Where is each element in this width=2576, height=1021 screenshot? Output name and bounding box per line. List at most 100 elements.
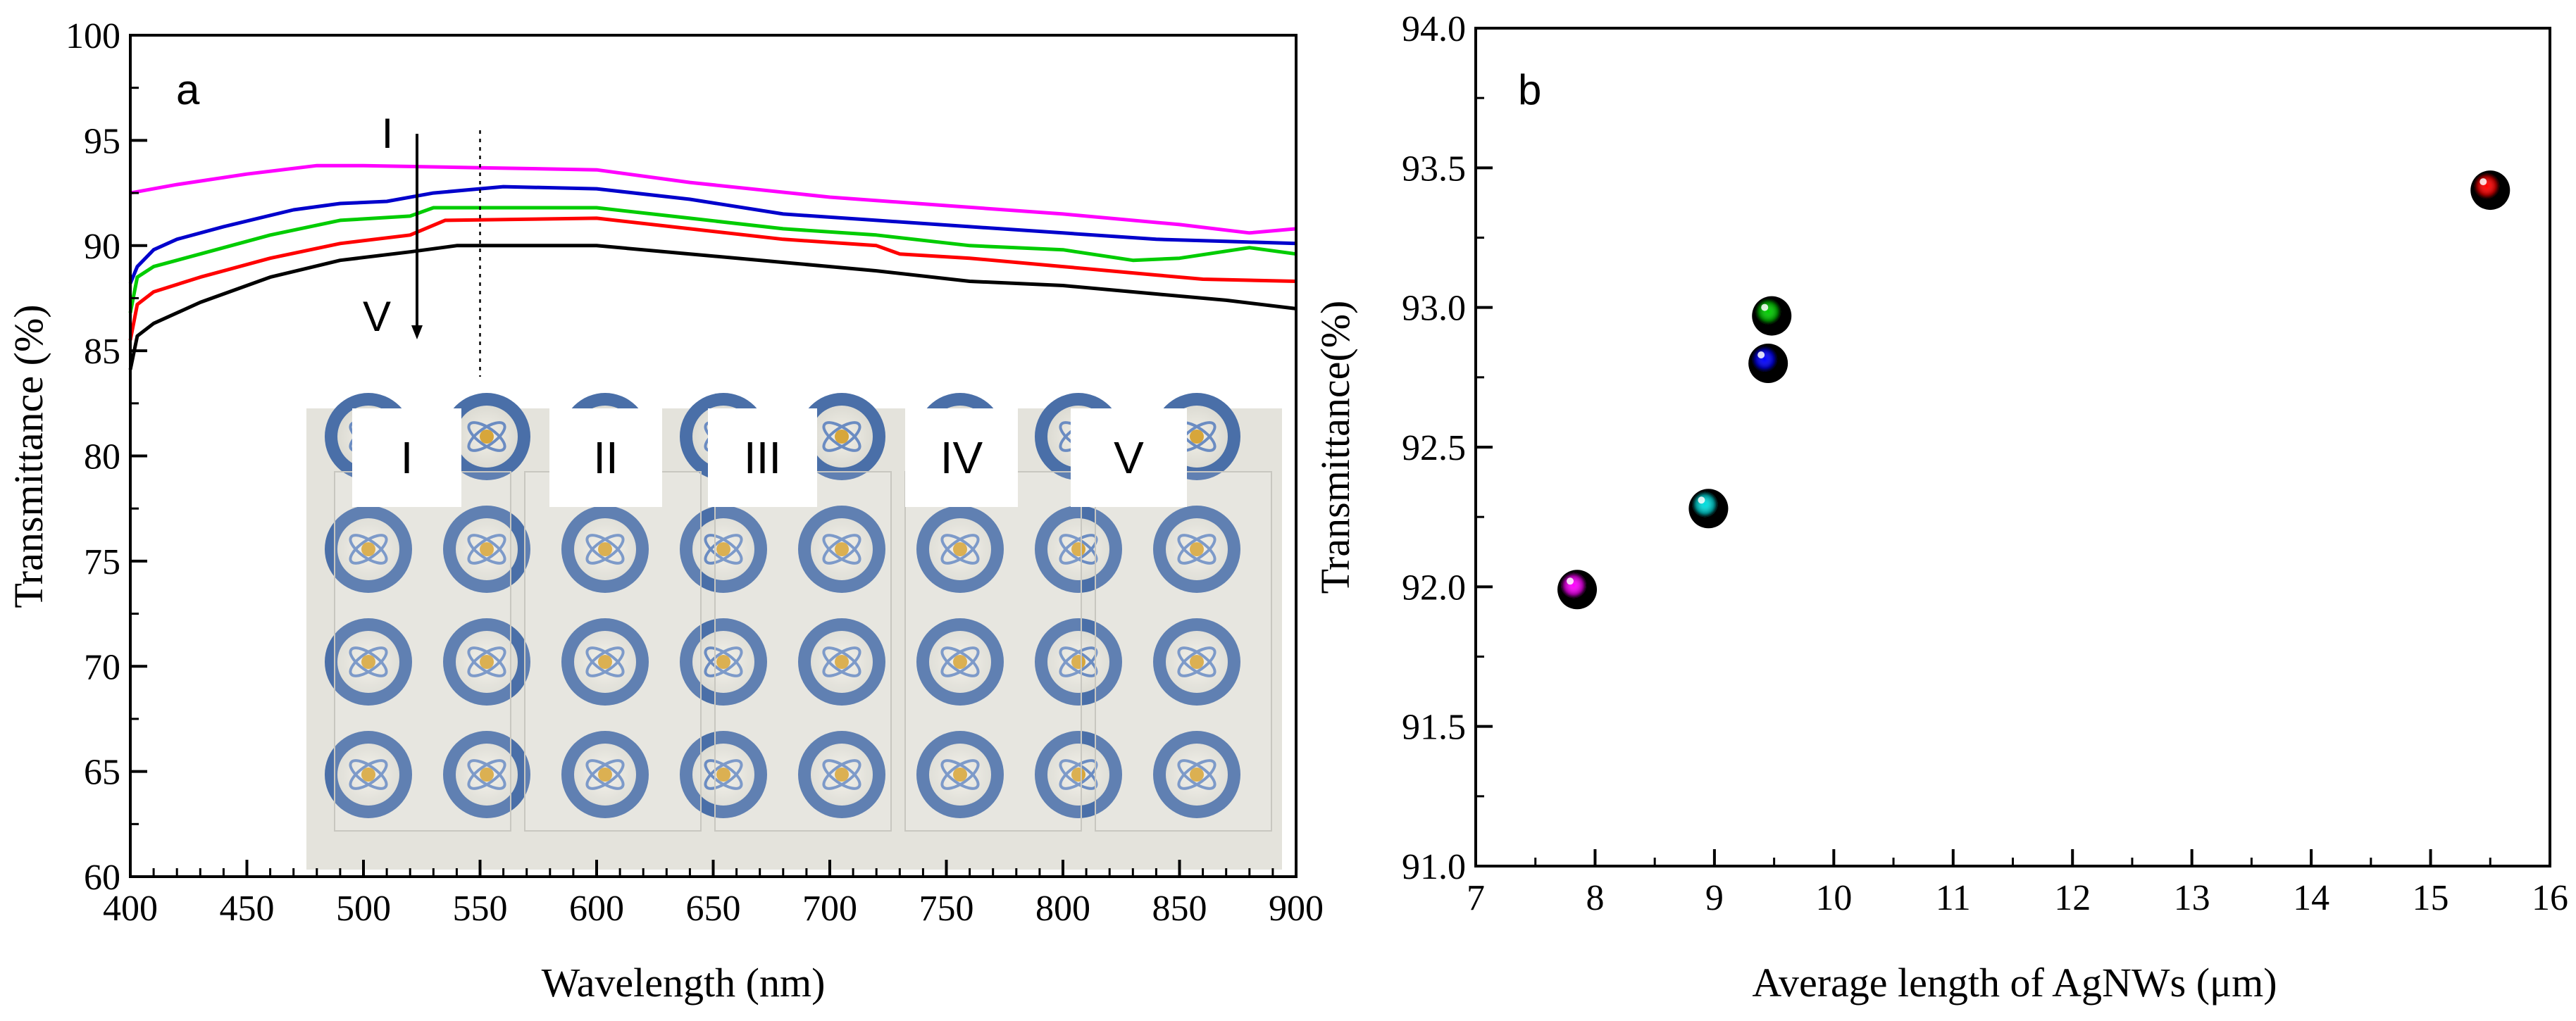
inset-logo (1035, 731, 1122, 818)
x-tick-label: 650 (686, 889, 741, 929)
inset-logo (1153, 731, 1240, 818)
x-tick-label: 15 (2413, 878, 2449, 918)
inset-film (904, 471, 1082, 832)
y-tick-label: 94.0 (1402, 9, 1466, 49)
inset-label: III (708, 408, 817, 507)
inset-logo (325, 506, 412, 593)
inset-film (334, 471, 511, 832)
y-tick-label: 90 (84, 227, 120, 267)
x-tick-label: 11 (1936, 878, 1971, 918)
inset-logo (916, 618, 1004, 706)
panel-label-a: a (176, 66, 200, 113)
inset-logo (325, 618, 412, 706)
panel-b: 7 8 9 10 11 12 13 14 15 16 91.0 91.5 92.0 92.5 93.0 93.… (1312, 9, 2568, 1006)
inset-logo (443, 506, 530, 593)
series-line-III (128, 206, 1297, 313)
inset-film (524, 471, 702, 832)
y-tick-label: 85 (84, 332, 120, 372)
y-tick-label: 93.0 (1402, 289, 1466, 329)
x-tick-label: 750 (919, 889, 974, 929)
inset-logo (1035, 618, 1122, 706)
y-tick-label: 91.5 (1402, 708, 1466, 748)
x-tick-label: 850 (1152, 889, 1207, 929)
y-tick-label: 91.0 (1402, 847, 1466, 887)
x-axis-label-b: Average length of AgNWs (μm) (1752, 960, 2277, 1006)
y-tick-label: 92.5 (1402, 428, 1466, 468)
inset-logo (561, 506, 649, 593)
series-line-II (128, 184, 1297, 284)
y-axis-label-a: Transmittance (%) (6, 304, 51, 608)
inset-logo (443, 618, 530, 706)
annotation-bottom: V (363, 293, 391, 340)
svg-text:II: II (593, 432, 618, 483)
x-tick-label: 13 (2174, 878, 2210, 918)
inset-logo (798, 393, 885, 480)
x-tick-label: 700 (802, 889, 857, 929)
y-tick-label: 80 (84, 437, 120, 477)
panel-label-b: b (1518, 66, 1541, 113)
inset-logo (1035, 506, 1122, 593)
y-tick-label: 95 (84, 121, 120, 161)
annotation-top: I (382, 110, 394, 157)
inset-label: I (352, 408, 461, 507)
series-line-V (128, 244, 1297, 370)
x-tick-label: 550 (453, 889, 508, 929)
x-tick-label: 900 (1269, 889, 1324, 929)
y-tick-label: 93.5 (1402, 149, 1466, 189)
x-tick-label: 14 (2293, 878, 2329, 918)
x-tick-label: 10 (1815, 878, 1852, 918)
x-tick-label: 7 (1467, 878, 1485, 918)
scatter-point (1748, 344, 1788, 383)
svg-text:I: I (401, 432, 413, 483)
inset-logo (443, 731, 530, 818)
x-tick-label: 16 (2532, 878, 2568, 918)
x-tick-label: 9 (1705, 878, 1724, 918)
inset-film (1095, 471, 1272, 832)
x-tick-label: 8 (1586, 878, 1604, 918)
inset-logo (798, 618, 885, 706)
axis-ticks-a: 400 450 500 550 600 650 700 750 800 850 900 60 65 70 7… (66, 16, 1324, 929)
plot-frame-b (1474, 27, 2551, 867)
y-tick-label: 92.0 (1402, 568, 1466, 608)
y-tick-label: 70 (84, 647, 120, 687)
arrow-head-icon (411, 325, 423, 339)
y-tick-label: 100 (66, 16, 120, 56)
scatter-point (1688, 489, 1729, 529)
scatter-points (1557, 170, 2510, 610)
inset-label: IV (905, 408, 1018, 507)
y-tick-label: 60 (84, 858, 120, 898)
inset-logo (798, 731, 885, 818)
inset-logo (798, 506, 885, 593)
inset-logo (561, 731, 649, 818)
inset-logo (561, 618, 649, 706)
y-tick-label: 75 (84, 542, 120, 582)
y-tick-label: 65 (84, 753, 120, 793)
inset-logo (1153, 506, 1240, 593)
inset-film (714, 471, 892, 832)
x-axis-label-a: Wavelength (nm) (542, 960, 826, 1006)
inset-logo (325, 731, 412, 818)
series-line-I (130, 163, 1297, 235)
x-tick-label: 600 (569, 889, 624, 929)
x-tick-label: 12 (2054, 878, 2091, 918)
scatter-point (1752, 296, 1792, 336)
inset-logo (443, 393, 530, 480)
inset-logo (916, 506, 1004, 593)
inset-photo: I II III IV V (306, 393, 1282, 870)
series-line-IV (128, 216, 1297, 341)
inset-logo (916, 731, 1004, 818)
inset-label: II (549, 408, 662, 507)
inset-label: V (1071, 408, 1187, 507)
transmittance-curves (128, 163, 1297, 370)
inset-logo (1153, 618, 1240, 706)
x-tick-label: 450 (220, 889, 275, 929)
y-axis-label-b: Transmittance(%) (1312, 301, 1358, 594)
panel-a: I II III IV V 400 450 500 550 600 650 700 750 800 850… (6, 16, 1324, 1006)
axis-ticks-b: 7 8 9 10 11 12 13 14 15 16 91.0 91.5 92.0 92.5 93.0 93.… (1402, 9, 2568, 918)
svg-text:III: III (744, 432, 781, 483)
svg-text:V: V (1114, 432, 1144, 483)
svg-text:IV: IV (940, 432, 983, 483)
scatter-point (2470, 170, 2510, 211)
scatter-point (1557, 570, 1598, 610)
